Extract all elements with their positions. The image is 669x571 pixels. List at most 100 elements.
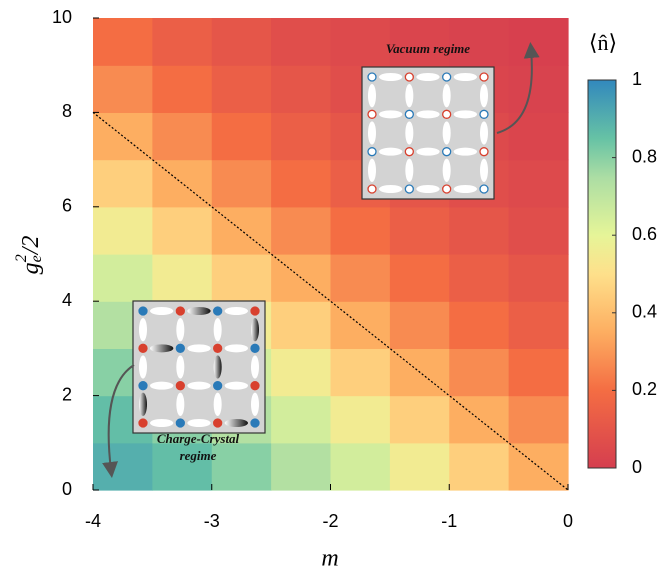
heatmap-cell (93, 18, 153, 66)
link (368, 159, 376, 182)
link (405, 84, 413, 107)
site (251, 419, 259, 427)
link (150, 419, 173, 427)
heatmap-cell (271, 18, 331, 66)
link (379, 148, 402, 156)
heatmap-cell (152, 254, 212, 302)
link (139, 393, 147, 416)
y-tick-label: 4 (62, 290, 72, 310)
link (368, 84, 376, 107)
link (251, 318, 259, 341)
y-label-base: g (18, 262, 44, 274)
link (251, 355, 259, 378)
site (214, 307, 222, 315)
colorbar-tick-label: 1 (632, 69, 642, 89)
heatmap-cell (93, 65, 153, 113)
heatmap-cell (271, 443, 331, 491)
heatmap-cell (509, 254, 569, 302)
site (251, 307, 259, 315)
link (150, 382, 173, 390)
annotation: regime (180, 448, 217, 463)
y-tick-label: 8 (62, 101, 72, 121)
colorbar-tick-label: 0.6 (632, 224, 657, 244)
x-tick-label: -2 (322, 511, 338, 531)
heatmap-cell (271, 112, 331, 160)
site (480, 110, 488, 118)
x-tick-label: -1 (441, 511, 457, 531)
heatmap-cell (152, 65, 212, 113)
heatmap-cell (509, 65, 569, 113)
site (405, 110, 413, 118)
site (139, 382, 147, 390)
link (443, 121, 451, 144)
colorbar-tick-label: 0 (632, 457, 642, 477)
heatmap-cell (509, 18, 569, 66)
heatmap-cell (212, 254, 272, 302)
site (176, 382, 184, 390)
heatmap-cell (93, 443, 153, 491)
link (225, 307, 248, 315)
inset-frame (362, 67, 494, 199)
link (214, 355, 222, 378)
heatmap-cell (390, 443, 450, 491)
heatmap-cell (449, 348, 509, 396)
y-tick-label: 10 (52, 7, 72, 27)
y-tick-label: 2 (62, 384, 72, 404)
heatmap-cell (212, 65, 272, 113)
site (443, 148, 451, 156)
site (480, 185, 488, 193)
heatmap-cell (271, 348, 331, 396)
x-tick-label: -3 (204, 511, 220, 531)
link (405, 121, 413, 144)
y-label-sup: 2 (13, 254, 30, 262)
heatmap-cell (331, 396, 391, 444)
site (480, 148, 488, 156)
heatmap-cell (212, 18, 272, 66)
site (139, 419, 147, 427)
heatmap-cell (509, 207, 569, 255)
site (443, 110, 451, 118)
site (368, 110, 376, 118)
link (480, 121, 488, 144)
link (454, 148, 477, 156)
heatmap-cell (449, 207, 509, 255)
chart: m ge2/2 ⟨n̂⟩ Vacuum regime Charge-Crysta… (0, 0, 669, 571)
heatmap-cell (390, 207, 450, 255)
link (150, 307, 173, 315)
link (214, 318, 222, 341)
site (176, 344, 184, 352)
heatmap-cell (509, 396, 569, 444)
heatmap-cell (509, 301, 569, 349)
link (416, 148, 439, 156)
site (176, 419, 184, 427)
heatmap-cell (449, 254, 509, 302)
link (480, 159, 488, 182)
heatmap-cell (152, 207, 212, 255)
y-tick-label: 6 (62, 196, 72, 216)
site (139, 344, 147, 352)
link (187, 419, 210, 427)
link (150, 344, 173, 352)
heatmap-cell (93, 254, 153, 302)
heatmap-cell (93, 207, 153, 255)
link (176, 318, 184, 341)
link (379, 110, 402, 118)
colorbar-tick-label: 0.4 (632, 302, 657, 322)
heatmap-cell (449, 301, 509, 349)
link (443, 84, 451, 107)
link (176, 355, 184, 378)
heatmap-cell (390, 396, 450, 444)
annotation: Charge-Crystal (157, 431, 240, 446)
x-tick-label: 0 (563, 511, 573, 531)
heatmap-cell (331, 254, 391, 302)
link (405, 159, 413, 182)
heatmap-cell (152, 18, 212, 66)
site (251, 382, 259, 390)
heatmap-cell (212, 112, 272, 160)
link (443, 159, 451, 182)
site (443, 185, 451, 193)
heatmap-cell (331, 348, 391, 396)
link (139, 355, 147, 378)
site (214, 382, 222, 390)
link (368, 121, 376, 144)
